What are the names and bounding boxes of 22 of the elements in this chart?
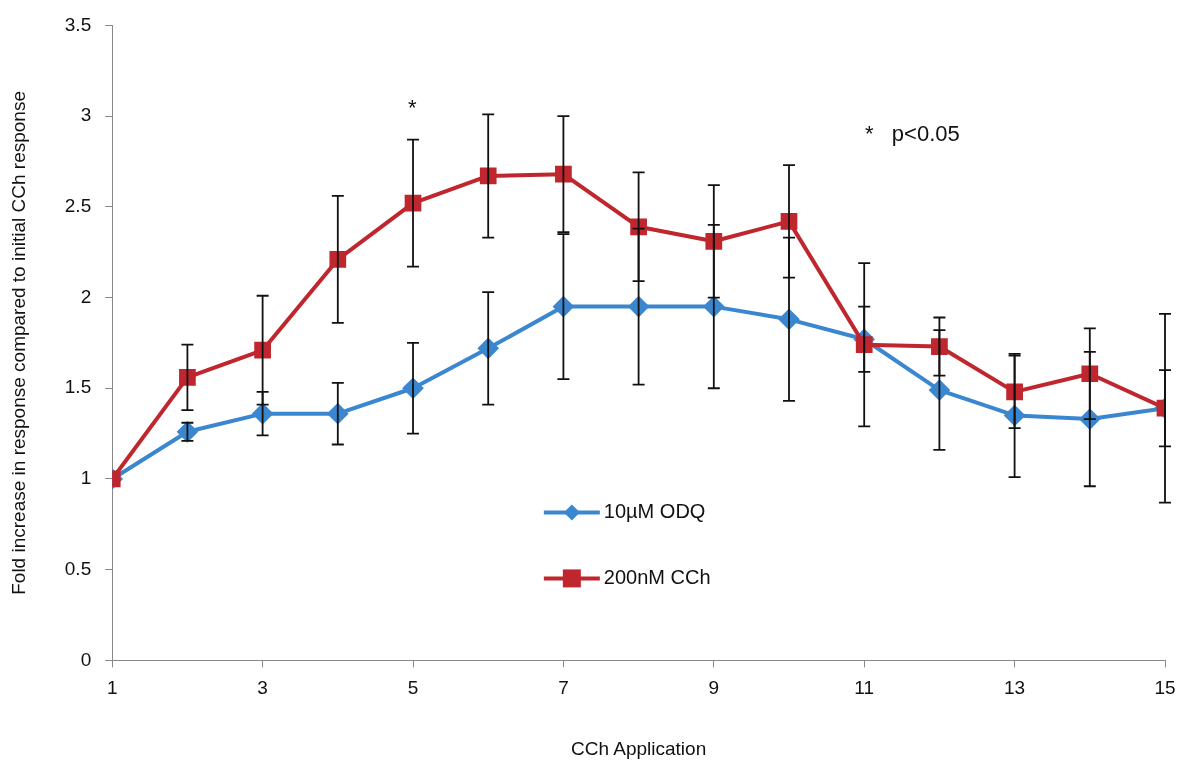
y-tick-label: 3.5 [64,13,92,35]
x-axis-title: CCh Application [571,737,707,759]
x-tick-label: 5 [407,677,419,699]
y-tick-label: 0.5 [64,557,92,579]
x-tick-label: 11 [854,677,875,699]
annotation: * [407,95,417,121]
y-tick-label: 0 [80,648,92,670]
annotation: * p<0.05 [864,121,960,147]
x-tick-label: 9 [708,677,720,699]
y-tick-label: 1 [80,467,92,489]
x-tick-label: 15 [1154,677,1176,699]
legend-label: 10µM ODQ [603,499,706,522]
y-tick-label: 2.5 [64,195,92,217]
y-tick-label: 2 [80,285,92,307]
x-tick-label: 13 [1004,677,1026,699]
y-axis-title: Fold increase in response compared to initial CCh response [7,91,29,595]
y-tick-label: 1.5 [64,376,92,398]
y-tick-label: 3 [80,104,92,126]
x-tick-label: 7 [558,677,569,699]
legend-label: 200nM CCh [603,565,711,588]
x-tick-label: 3 [257,677,268,699]
x-tick-label: 1 [106,677,118,699]
